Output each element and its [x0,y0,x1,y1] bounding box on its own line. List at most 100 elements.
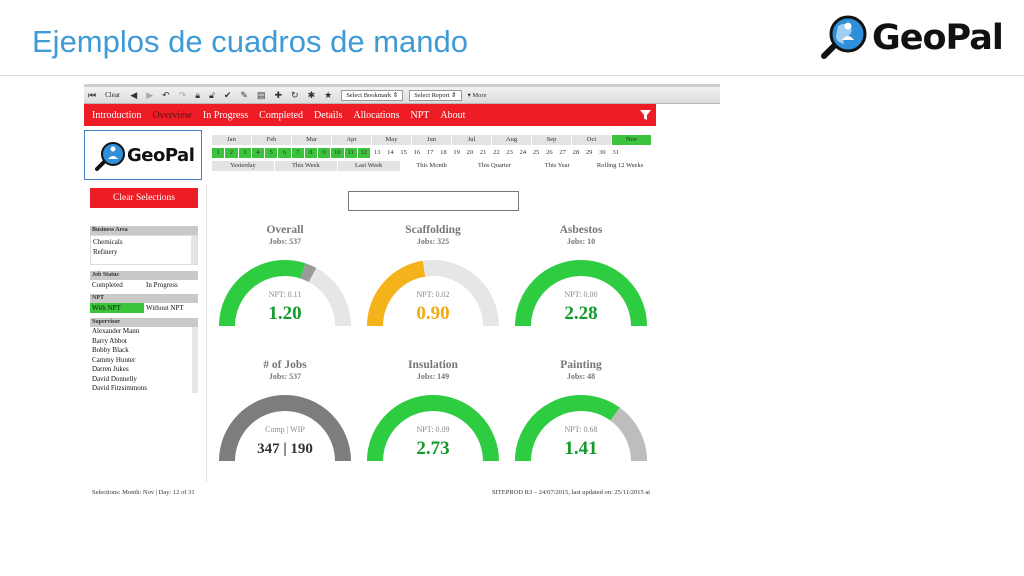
month-feb[interactable]: Feb [252,135,292,145]
list-item[interactable]: Chemicals [93,238,123,246]
report-select[interactable]: Select Report ⇕ [409,89,462,101]
gauge-asbestos[interactable]: Asbestos Jobs: 10 NPT: 0.00 2.28 [510,224,652,352]
gauge-insulation[interactable]: Insulation Jobs: 149 NPT: 0.09 2.73 [362,359,504,487]
check-icon[interactable]: ✔ [223,89,232,100]
period-rolling-12-weeks[interactable]: Rolling 12 Weeks [589,161,653,171]
day-23[interactable]: 23 [504,148,517,158]
day-15[interactable]: 15 [398,148,411,158]
day-22[interactable]: 22 [490,148,504,158]
bookmark-select[interactable]: Select Bookmark ⇕ [341,89,404,101]
unlock-icon[interactable]: 🔓︎ [209,89,215,100]
day-10[interactable]: 10 [331,148,345,158]
tools-icon[interactable]: ✱ [307,89,316,100]
tab-introduction[interactable]: Introduction [92,109,142,121]
day-21[interactable]: 21 [477,148,491,158]
day-19[interactable]: 19 [451,148,464,158]
tab-overview[interactable]: Overview [152,109,192,121]
tab-npt[interactable]: NPT [410,109,430,121]
gauge-painting[interactable]: Painting Jobs: 48 NPT: 0.68 1.41 [510,359,652,487]
month-sep[interactable]: Sep [532,135,572,145]
clear-selections-button[interactable]: Clear Selections [90,188,198,208]
forward-icon[interactable]: ▶ [146,89,154,100]
add-icon[interactable]: ✚ [274,89,283,100]
day-7[interactable]: 7 [291,148,305,158]
month-jun[interactable]: Jun [412,135,452,145]
day-17[interactable]: 17 [424,148,438,158]
bookmark-star-icon[interactable]: ★ [324,89,333,100]
clear-button[interactable]: Clear [105,91,121,99]
day-26[interactable]: 26 [543,148,557,158]
day-14[interactable]: 14 [384,148,398,158]
month-may[interactable]: May [372,135,412,145]
tab-details[interactable]: Details [314,109,343,121]
list-item[interactable]: Bobby Black [92,346,129,354]
month-jan[interactable]: Jan [212,135,252,145]
day-29[interactable]: 29 [583,148,597,158]
redo-icon[interactable]: ↷ [178,89,187,100]
list-item[interactable]: David Fitzsimmons [92,384,148,392]
table-icon[interactable]: ▤ [256,89,266,100]
day-6[interactable]: 6 [278,148,292,158]
more-button[interactable]: ▾ More [467,92,487,99]
day-27[interactable]: 27 [557,148,570,158]
day-18[interactable]: 18 [437,148,451,158]
lock-icon[interactable]: 🔒︎ [195,89,201,100]
month-jul[interactable]: Jul [452,135,492,145]
month-oct[interactable]: Oct [572,135,612,145]
gauge-scaffolding[interactable]: Scaffolding Jobs: 325 NPT: 0.02 0.90 [362,224,504,352]
month-aug[interactable]: Aug [492,135,532,145]
back-icon[interactable]: ◀ [130,89,138,100]
day-20[interactable]: 20 [464,148,477,158]
gauge-of-jobs[interactable]: # of Jobs Jobs: 537 Comp | WIP 347 | 190 [214,359,356,487]
day-8[interactable]: 8 [304,148,318,158]
job-status-completed[interactable]: Completed [92,281,123,289]
job-status-in-progress[interactable]: In Progress [146,281,178,289]
period-this-quarter[interactable]: This Quarter [463,161,527,171]
day-25[interactable]: 25 [530,148,544,158]
scrollbar[interactable] [192,327,198,393]
day-31[interactable]: 31 [610,148,623,158]
list-item[interactable]: David Donnelly [92,374,137,383]
day-4[interactable]: 4 [251,148,265,158]
month-nov[interactable]: Nov [612,135,652,145]
list-item[interactable]: Darren Jukes [92,365,129,373]
tab-completed[interactable]: Completed [259,109,304,121]
day-2[interactable]: 2 [225,148,239,158]
day-9[interactable]: 9 [318,148,332,158]
day-1[interactable]: 1 [212,148,226,158]
day-3[interactable]: 3 [238,148,252,158]
list-item[interactable]: Alexander Mann [92,327,140,335]
scrollbar[interactable] [191,236,197,264]
search-input[interactable] [348,191,519,211]
day-28[interactable]: 28 [570,148,583,158]
tab-allocations[interactable]: Allocations [353,109,400,121]
filter-button[interactable] [635,104,656,126]
period-this-year[interactable]: This Year [526,161,590,171]
period-last-week[interactable]: Last Week [337,161,401,171]
npt-with[interactable]: With NPT [90,303,144,313]
reload-icon[interactable]: ↻ [291,89,299,100]
day-30[interactable]: 30 [596,148,610,158]
period-yesterday[interactable]: Yesterday [212,161,275,171]
list-item[interactable]: Cammy Hunter [92,355,136,364]
period-this-month[interactable]: This Month [401,161,464,171]
tab-about[interactable]: About [440,109,466,121]
day-12[interactable]: 12 [357,148,371,158]
clear-icon[interactable]: ⏮ [88,89,97,100]
day-5[interactable]: 5 [265,148,279,158]
day-11[interactable]: 11 [344,148,358,158]
gauge-overall[interactable]: Overall Jobs: 537 NPT: 0.11 1.20 [214,224,356,352]
list-item[interactable]: Barry Abbot [92,336,127,345]
month-apr[interactable]: Apr [332,135,372,145]
gauge-arc [219,395,351,462]
list-item[interactable]: Refinery [93,247,118,256]
npt-without[interactable]: Without NPT [146,304,184,312]
day-24[interactable]: 24 [517,148,530,158]
period-this-week[interactable]: This Week [274,161,338,171]
month-mar[interactable]: Mar [292,135,332,145]
edit-icon[interactable]: ✎ [240,89,248,100]
undo-icon[interactable]: ↶ [162,89,170,100]
day-13[interactable]: 13 [371,148,385,158]
tab-in-progress[interactable]: In Progress [202,109,249,121]
day-16[interactable]: 16 [411,148,424,158]
